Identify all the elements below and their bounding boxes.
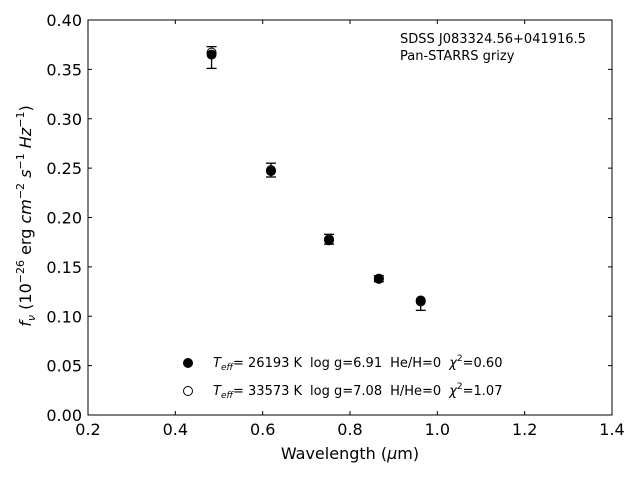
- legend-2-teff-label: T: [213, 384, 222, 399]
- legend-entry-1: Teff= 26193 K log g=6.91 He/H=0 χ2=0.60: [213, 354, 502, 373]
- y-tick-label: 0.05: [46, 357, 82, 376]
- y-tick-label: 0.20: [46, 209, 82, 228]
- tick-labels: 0.2 0.4 0.6 0.8 1.0 1.2 1.4 0.00 0.05 0.10 0.15 0.2…: [46, 11, 624, 439]
- legend-marker-filled: [183, 358, 193, 368]
- legend-1-logg: log g=6.91: [310, 356, 382, 371]
- legend-2-logg: log g=7.08: [310, 384, 382, 399]
- legend-2-chi-sup: 2: [457, 382, 463, 392]
- object-name-annotation: SDSS J083324.56+041916.5: [400, 32, 586, 47]
- y-tick-label: 0.25: [46, 159, 82, 178]
- y-axis-label: fν (10−26 erg cm−2 s−1 Hz−1): [14, 105, 38, 326]
- legend-2-chi-label: χ: [448, 384, 458, 399]
- legend-1-chi-sup: 2: [457, 354, 463, 364]
- legend-entry-2: Teff= 33573 K log g=7.08 H/He=0 χ2=1.07: [213, 382, 502, 401]
- filled-circle-point: [415, 295, 426, 306]
- y-tick-label: 0.30: [46, 110, 82, 129]
- x-tick-label: 1.2: [512, 420, 537, 439]
- x-tick-label: 0.6: [250, 420, 275, 439]
- x-tick-label: 0.2: [75, 420, 100, 439]
- y-tick-label: 0.10: [46, 307, 82, 326]
- y-tick-label: 0.35: [46, 60, 82, 79]
- plot-frame: [87, 19, 613, 416]
- x-tick-label: 0.8: [337, 420, 362, 439]
- legend-2-comp: H/He=0: [390, 384, 441, 399]
- x-tick-label: 1.4: [599, 420, 624, 439]
- filled-circle-point: [206, 49, 217, 60]
- series-filled-circles: [206, 49, 426, 306]
- legend-marker-open: [183, 386, 193, 396]
- legend-2-teff-sub: eff: [221, 391, 235, 401]
- x-tick-label: 0.4: [163, 420, 188, 439]
- x-axis-label: Wavelength (μm): [281, 444, 419, 463]
- legend-2-teff-value: = 33573 K: [233, 384, 303, 399]
- y-tick-label: 0.40: [46, 11, 82, 30]
- x-tick-label: 1.0: [425, 420, 450, 439]
- legend-1-chi-label: χ: [448, 356, 458, 371]
- filled-circle-point: [324, 235, 335, 246]
- filled-circle-point: [265, 166, 276, 177]
- y-tick-label: 0.00: [46, 406, 82, 425]
- legend-1-chi-value: =0.60: [463, 356, 503, 371]
- legend-1-teff-sub: eff: [221, 363, 235, 373]
- filled-circle-point: [373, 273, 384, 284]
- legend-1-teff-label: T: [213, 356, 222, 371]
- legend-1-teff-value: = 26193 K: [233, 356, 303, 371]
- legend-1-comp: He/H=0: [390, 356, 441, 371]
- legend-2-chi-value: =1.07: [463, 384, 503, 399]
- y-tick-label: 0.15: [46, 258, 82, 277]
- survey-annotation: Pan-STARRS grizy: [400, 49, 515, 64]
